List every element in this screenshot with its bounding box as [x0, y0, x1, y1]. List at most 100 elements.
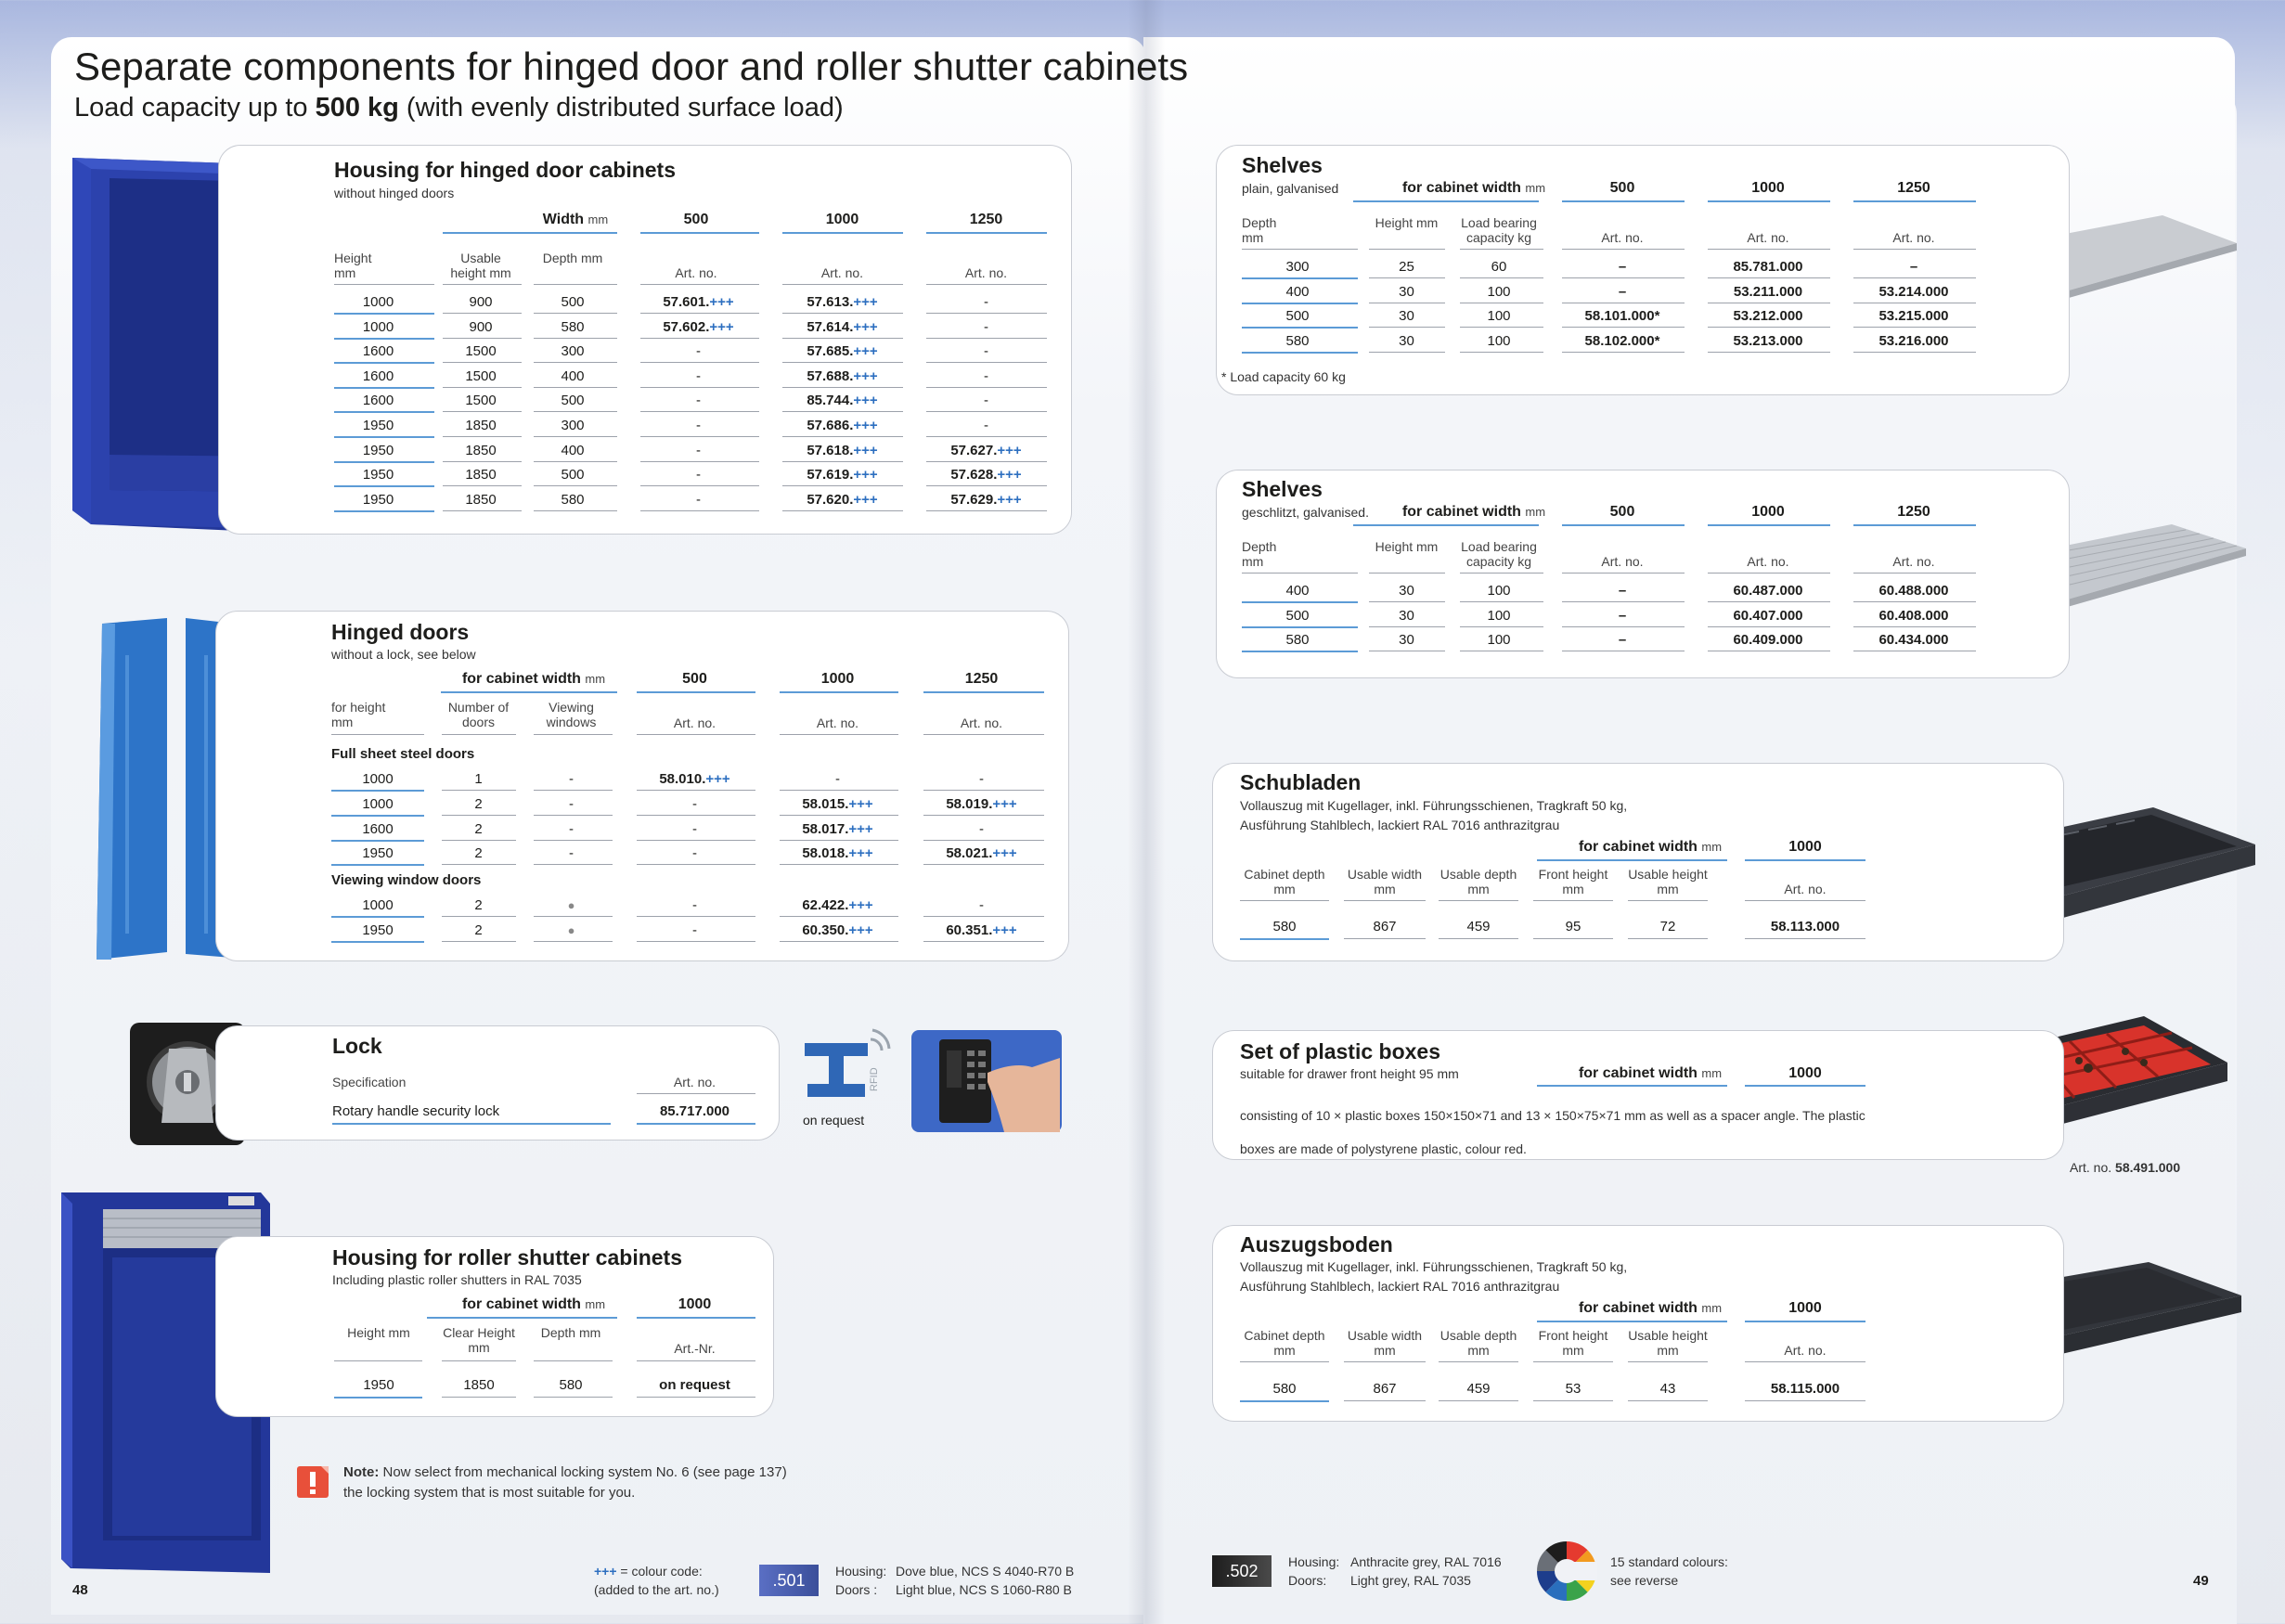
art-value: -	[692, 795, 697, 812]
col-head-0: Cabinet depth mm	[1244, 867, 1325, 896]
art-cell-1000: 57.614.+++	[784, 319, 900, 336]
value-1: 867	[1373, 919, 1397, 934]
rule	[637, 940, 755, 942]
height-cell: 30	[1399, 632, 1414, 649]
rule	[443, 313, 522, 314]
art-cell-1000: 53.211.000	[1733, 283, 1803, 300]
plastic-boxes-title: Set of plastic boxes	[1240, 1039, 1441, 1063]
hinged-housing-subtitle: without hinged doors	[334, 186, 455, 200]
rule	[1708, 327, 1830, 329]
drawers-col-1000: 1000	[1788, 839, 1822, 855]
colour-code: +++	[997, 491, 1022, 508]
rule	[427, 1317, 617, 1319]
art-cell-1250: -	[928, 319, 1044, 336]
height-cell: 1950	[362, 491, 394, 508]
height-cell: 1950	[362, 442, 394, 458]
art-cell-1000: 57.686.+++	[784, 418, 900, 434]
rfid-label: RFID	[869, 1067, 880, 1091]
rule	[780, 916, 898, 917]
shelves-plain-col-1250: 1250	[1897, 180, 1930, 196]
rule	[782, 337, 903, 339]
colour-badge-502: .502	[1212, 1555, 1272, 1587]
value-3: 53	[1565, 1381, 1581, 1397]
art-value: -	[835, 771, 840, 787]
rule	[1708, 573, 1830, 574]
col-head-5: Art. no.	[1784, 882, 1827, 896]
colour-wheel-icon	[1537, 1541, 1597, 1601]
rule	[1353, 524, 1539, 526]
hinged-housing-title: Housing for hinged door cabinets	[334, 158, 676, 182]
art-value: 58.019.	[946, 795, 993, 812]
art-value: -	[692, 922, 697, 938]
group-viewing-window: Viewing window doors	[331, 872, 482, 888]
shelves-slotted-col-depth: Depth mm	[1242, 539, 1277, 569]
colour-code-legend: +++ = colour code: (added to the art. no.…	[594, 1564, 719, 1597]
rule	[1439, 938, 1518, 939]
col-head-2: Usable depth mm	[1439, 867, 1517, 896]
rule	[534, 284, 617, 285]
rule	[334, 362, 434, 365]
shelves-plain-footnote: * Load capacity 60 kg	[1221, 369, 1346, 384]
art-cell-1250: -	[923, 771, 1039, 788]
rule	[780, 839, 898, 841]
rule	[923, 814, 1044, 816]
keypad-image	[911, 1030, 1062, 1132]
rule	[782, 509, 903, 511]
art-value: -	[696, 393, 701, 409]
height-cell: 1000	[362, 294, 394, 310]
rule	[1853, 249, 1976, 250]
art-cell-500: 58.102.000*	[1584, 333, 1660, 350]
rule	[923, 691, 1044, 693]
rule	[1533, 938, 1613, 939]
rule	[1369, 249, 1445, 250]
art-cell-1000: 57.618.+++	[784, 443, 900, 459]
usable-cell: 900	[469, 294, 493, 310]
colour-code: +++	[848, 922, 873, 938]
height-cell: 30	[1399, 333, 1414, 350]
right-colour-labels: Housing: Doors:	[1288, 1554, 1340, 1588]
rule	[331, 940, 424, 943]
shelves-plain-subtitle: plain, galvanised	[1242, 181, 1339, 196]
rule	[782, 284, 903, 285]
rule	[1853, 352, 1976, 354]
rule	[1369, 625, 1445, 627]
art-value: 57.685.	[807, 343, 854, 360]
art-cell-1250: 57.627.+++	[928, 443, 1044, 459]
rule	[1533, 1361, 1613, 1362]
rule	[1369, 277, 1445, 278]
drawers-width-label: for cabinet width mm	[1578, 839, 1723, 855]
depth-cell: 400	[1285, 283, 1310, 300]
shelves-plain-title: Shelves	[1242, 153, 1323, 177]
rule	[782, 436, 903, 437]
art-cell-500: 57.602.+++	[640, 319, 756, 336]
art-cell-500: -	[640, 343, 756, 360]
lock-on-request: on request	[803, 1113, 865, 1128]
rule	[640, 460, 759, 462]
art-cell-1000: 60.409.000	[1733, 632, 1803, 649]
art-cell-1000: 58.015.+++	[780, 796, 896, 813]
art-cell-1000: 53.213.000	[1733, 333, 1803, 350]
depth-cell: 500	[1285, 308, 1310, 325]
height-cell: 1000	[362, 897, 394, 913]
hinged-housing-panel	[218, 145, 1072, 535]
usable-cell: 1500	[465, 393, 497, 409]
rule	[780, 814, 898, 816]
rule	[1242, 302, 1358, 304]
art-value: -	[979, 820, 984, 837]
rule	[640, 386, 759, 388]
rule	[534, 864, 613, 866]
height-cell: 1600	[362, 367, 394, 384]
col-head-1: Usable width mm	[1347, 867, 1423, 896]
rule	[534, 485, 617, 487]
art-cell-1250: 57.629.+++	[928, 492, 1044, 509]
pull-out-shelf-panel	[1212, 1225, 2064, 1422]
art-cell-1000: 60.350.+++	[780, 922, 896, 939]
rule	[1353, 200, 1539, 202]
hinged-doors-panel	[215, 611, 1069, 961]
height-cell: 1950	[362, 418, 394, 433]
rule	[1562, 601, 1685, 602]
left-colour-labels: Housing: Doors :	[835, 1564, 887, 1597]
art-cell-1250: -	[928, 418, 1044, 434]
depth-cell: 580	[1285, 632, 1310, 649]
colour-code: +++	[853, 343, 878, 360]
